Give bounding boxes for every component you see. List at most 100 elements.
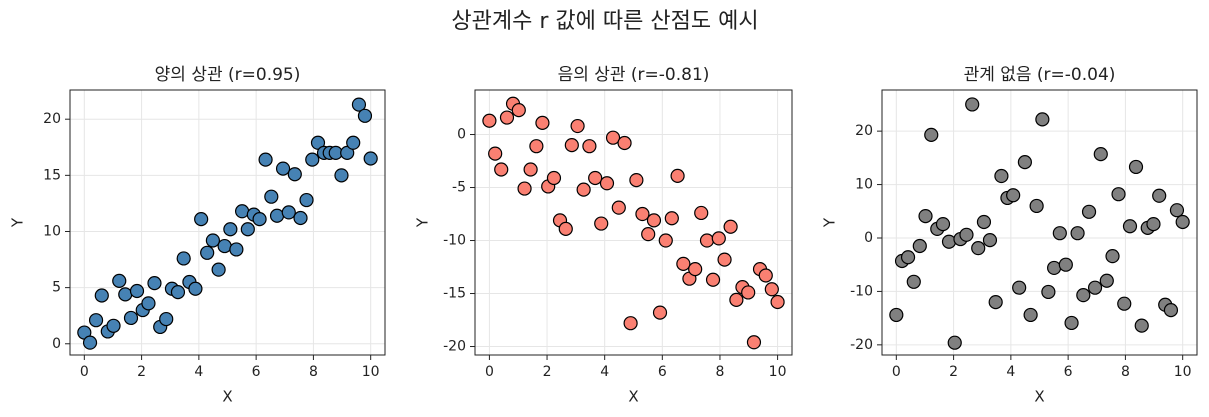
point	[594, 216, 609, 231]
point	[1175, 214, 1190, 230]
point	[658, 233, 673, 248]
x-tick-label: 6	[1064, 364, 1073, 380]
y-tick-label: -20	[850, 337, 873, 353]
subplot-title: 양의 상관 (r=0.95)	[155, 65, 301, 85]
point	[1163, 303, 1179, 318]
point	[629, 173, 644, 188]
point	[511, 103, 526, 118]
point	[941, 234, 957, 249]
y-tick-label: 0	[52, 336, 61, 352]
x-tick-label: 2	[543, 364, 552, 380]
point	[576, 182, 591, 197]
x-tick-label: 6	[658, 364, 667, 380]
point	[517, 181, 532, 196]
point	[112, 273, 127, 288]
x-tick-label: 2	[949, 364, 958, 380]
point	[611, 200, 626, 215]
point	[641, 227, 656, 242]
point	[258, 152, 273, 167]
y-tick-label: 10	[855, 177, 873, 193]
point	[705, 272, 721, 287]
point	[499, 110, 515, 125]
point	[176, 251, 191, 266]
point	[558, 221, 573, 236]
point	[529, 139, 544, 154]
point	[664, 211, 679, 226]
point	[959, 227, 974, 242]
y-tick-label: 20	[855, 123, 873, 139]
point	[694, 205, 709, 221]
plot-frame	[474, 89, 793, 356]
point	[1169, 203, 1185, 218]
point	[293, 210, 308, 226]
x-tick-label: 10	[362, 364, 380, 380]
point	[1111, 187, 1126, 202]
point	[965, 97, 980, 112]
point	[1023, 307, 1038, 323]
subplot-title: 관계 없음 (r=-0.04)	[964, 65, 1116, 85]
point	[723, 219, 738, 234]
point	[1093, 147, 1108, 162]
point	[1081, 204, 1097, 219]
y-tick-label: -20	[443, 339, 466, 355]
point	[906, 274, 921, 289]
point	[357, 108, 373, 123]
point	[299, 192, 314, 208]
x-tick-label: 8	[715, 364, 724, 380]
y-tick-label: 5	[52, 280, 61, 296]
point	[564, 138, 579, 153]
point	[741, 285, 756, 300]
point	[599, 176, 615, 191]
point	[988, 295, 1003, 310]
point	[94, 288, 109, 303]
x-tick-label: 8	[309, 364, 318, 380]
figure-title: 상관계수 r 값에 따른 산점도 예시	[451, 9, 758, 34]
point	[194, 212, 209, 227]
point	[141, 296, 156, 311]
point	[229, 242, 244, 257]
point	[488, 146, 503, 161]
point	[971, 241, 986, 256]
point	[1006, 188, 1021, 203]
point	[82, 335, 98, 350]
point	[699, 233, 715, 248]
point	[1035, 112, 1050, 127]
point	[1099, 273, 1114, 288]
point	[118, 287, 133, 302]
point	[287, 167, 302, 182]
point	[918, 208, 933, 224]
x-tick-label: 10	[1174, 364, 1192, 380]
point	[1134, 318, 1149, 333]
point	[770, 294, 785, 310]
point	[982, 233, 998, 248]
x-tick-label: 6	[252, 364, 261, 380]
point	[746, 335, 762, 350]
x-tick-label: 10	[769, 364, 787, 380]
x-axis-label: X	[628, 388, 638, 406]
point	[523, 162, 538, 177]
y-tick-label: 0	[457, 127, 466, 143]
point	[676, 256, 691, 271]
point	[235, 204, 250, 219]
point	[1152, 188, 1167, 203]
point	[994, 168, 1009, 184]
point	[223, 222, 238, 237]
point	[729, 292, 744, 307]
point	[351, 97, 367, 112]
y-tick-label: -15	[443, 286, 466, 302]
point	[1047, 260, 1062, 276]
point	[758, 268, 773, 283]
point	[217, 238, 232, 254]
y-axis-label: Y	[414, 217, 432, 228]
subplot-title: 음의 상관 (r=-0.81)	[558, 65, 710, 85]
y-tick-label: 15	[43, 167, 61, 183]
point	[935, 217, 951, 232]
point	[264, 189, 279, 204]
x-axis-label: X	[222, 388, 232, 406]
point	[646, 213, 662, 228]
point	[346, 135, 361, 150]
x-tick-label: 0	[892, 364, 901, 380]
y-tick-label: -10	[850, 283, 873, 299]
point	[764, 282, 779, 297]
point	[88, 313, 104, 328]
